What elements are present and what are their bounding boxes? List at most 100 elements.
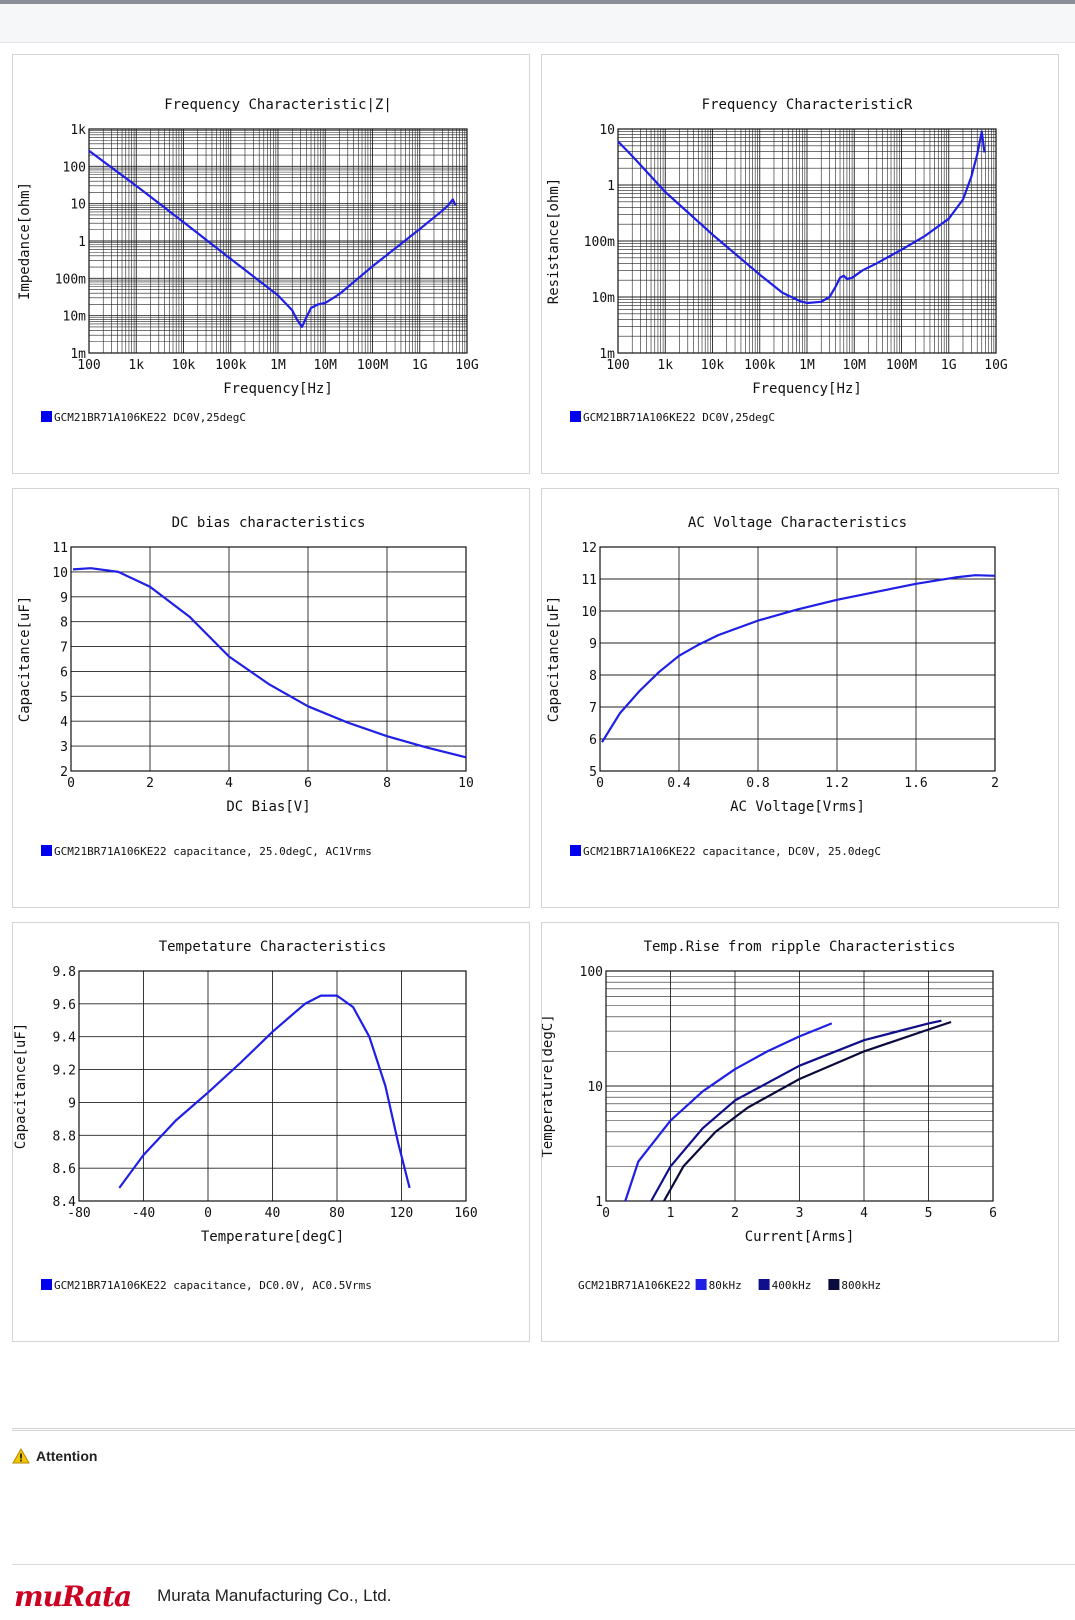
x-tick-label: 2 <box>991 776 999 791</box>
x-tick-label: 1G <box>412 358 428 373</box>
legend-label: 400kHz <box>772 1279 812 1292</box>
x-tick-label: 1k <box>128 358 144 373</box>
legend-label: GCM21BR71A106KE22 DC0V,25degC <box>583 411 775 424</box>
y-tick-label: 6 <box>589 733 597 748</box>
x-tick-label: 1G <box>941 358 957 373</box>
x-tick-label: 3 <box>796 1206 804 1221</box>
chart-title: Tempetature Characteristics <box>159 939 387 955</box>
y-tick-label: 9.6 <box>53 998 76 1013</box>
x-axis-label: Frequency[Hz] <box>223 381 333 397</box>
x-tick-label: 2 <box>731 1206 739 1221</box>
header-strip <box>0 4 1075 43</box>
plot-frame <box>88 128 468 354</box>
y-tick-label: 1k <box>70 123 86 138</box>
y-tick-label: 9 <box>68 1096 76 1111</box>
y-tick-label: 10m <box>592 291 616 306</box>
y-tick-label: 3 <box>60 740 68 755</box>
y-tick-label: 8.6 <box>53 1162 76 1177</box>
y-tick-label: 9.2 <box>53 1064 76 1079</box>
x-tick-label: 80 <box>329 1206 345 1221</box>
chart-title: AC Voltage Characteristics <box>688 515 907 531</box>
legend-label: 800kHz <box>841 1279 881 1292</box>
y-tick-label: 100 <box>580 965 603 980</box>
x-tick-label: 10G <box>984 358 1008 373</box>
x-tick-label: 100k <box>215 358 246 373</box>
legend-prefix: GCM21BR71A106KE22 <box>578 1279 691 1292</box>
y-tick-label: 100 <box>63 160 86 175</box>
y-tick-label: 100m <box>584 235 615 250</box>
y-tick-label: 11 <box>581 573 597 588</box>
legend-label: 80kHz <box>709 1279 742 1292</box>
section-divider <box>12 1428 1075 1431</box>
y-tick-label: 1 <box>78 235 86 250</box>
x-tick-label: 10G <box>455 358 479 373</box>
legend: GCM21BR71A106KE22 80kHz 400kHz 800kHz <box>578 1279 881 1292</box>
series-line-impedance <box>88 149 457 328</box>
attention-link[interactable]: Attention <box>12 1446 97 1466</box>
legend-swatch <box>41 411 52 422</box>
ac-voltage-chart-svg: AC Voltage Characteristics 0 0.4 0.8 1.2 1.6 2… <box>546 515 999 858</box>
x-tick-label: 120 <box>390 1206 413 1221</box>
grid <box>617 128 997 354</box>
x-tick-label: 0 <box>602 1206 610 1221</box>
y-tick-label: 9 <box>589 637 597 652</box>
y-tick-label: 8.4 <box>53 1195 77 1210</box>
legend-swatch <box>570 845 581 856</box>
x-tick-label: 1.6 <box>904 776 927 791</box>
x-tick-label: 2 <box>146 776 154 791</box>
legend: GCM21BR71A106KE22 DC0V,25degC <box>570 411 775 424</box>
x-tick-label: 100 <box>77 358 100 373</box>
y-tick-label: 10 <box>587 1080 603 1095</box>
plot-frame <box>70 546 467 772</box>
y-axis-label: Capacitance[uF] <box>546 596 562 722</box>
x-tick-label: 1 <box>667 1206 675 1221</box>
top-bar <box>0 0 1075 4</box>
footer-divider <box>12 1564 1075 1565</box>
company-name: Murata Manufacturing Co., Ltd. <box>157 1586 392 1605</box>
y-tick-label: 6 <box>60 665 68 680</box>
legend-swatch <box>828 1279 840 1290</box>
series-line-temperature <box>118 994 411 1189</box>
plot-frame <box>605 970 994 1202</box>
y-tick-label: 5 <box>589 765 597 780</box>
y-axis-label: Capacitance[uF] <box>17 596 33 722</box>
y-tick-label: 5 <box>60 690 68 705</box>
grid <box>605 970 994 1202</box>
x-tick-label: 5 <box>925 1206 933 1221</box>
y-tick-label: 1 <box>607 179 615 194</box>
series-line-dcbias <box>72 567 467 759</box>
temperature-chart-svg: Tempetature Characteristics -80 -40 0 40 80 12… <box>13 939 478 1292</box>
x-axis-label: Current[Arms] <box>745 1229 855 1245</box>
chart-title: DC bias characteristics <box>172 515 366 531</box>
y-tick-label: 11 <box>52 541 68 556</box>
x-tick-label: 1M <box>799 358 815 373</box>
x-tick-label: -80 <box>67 1206 90 1221</box>
chart-panel-temperature: Tempetature Characteristics -80 -40 0 40 80 12… <box>12 922 530 1342</box>
y-tick-label: 9 <box>60 591 68 606</box>
impedance-chart-svg: Frequency Characteristic|Z| 100 1k 10k 100k 1… <box>17 97 479 424</box>
x-tick-label: 4 <box>860 1206 868 1221</box>
plot-frame <box>599 546 996 772</box>
legend: GCM21BR71A106KE22 capacitance, DC0V, 25.… <box>570 845 881 858</box>
x-tick-label: 1.2 <box>825 776 848 791</box>
chart-panel-impedance: Frequency Characteristic|Z| 100 1k 10k 100k 1… <box>12 54 530 474</box>
legend-label: GCM21BR71A106KE22 capacitance, 25.0degC,… <box>54 845 372 858</box>
chart-title: Frequency CharacteristicR <box>702 97 913 113</box>
grid <box>70 546 467 772</box>
y-tick-label: 1m <box>599 347 615 362</box>
chart-panel-ripple: Temp.Rise from ripple Characteristics 0 1 2… <box>541 922 1059 1342</box>
chart-panel-ac-voltage: AC Voltage Characteristics 0 0.4 0.8 1.2 1.6 2… <box>541 488 1059 908</box>
x-tick-label: 0.8 <box>746 776 769 791</box>
murata-logo[interactable]: muRata <box>14 1579 132 1613</box>
x-tick-label: 0.4 <box>667 776 691 791</box>
chart-title: Temp.Rise from ripple Characteristics <box>644 939 956 955</box>
x-axis-label: Temperature[degC] <box>201 1229 344 1245</box>
plot-frame <box>617 128 997 354</box>
x-tick-label: 100M <box>886 358 917 373</box>
legend-swatch <box>758 1279 770 1290</box>
x-tick-label: 100k <box>744 358 775 373</box>
x-axis-label: AC Voltage[Vrms] <box>730 799 865 815</box>
x-tick-label: -40 <box>132 1206 155 1221</box>
y-tick-label: 100m <box>55 272 86 287</box>
